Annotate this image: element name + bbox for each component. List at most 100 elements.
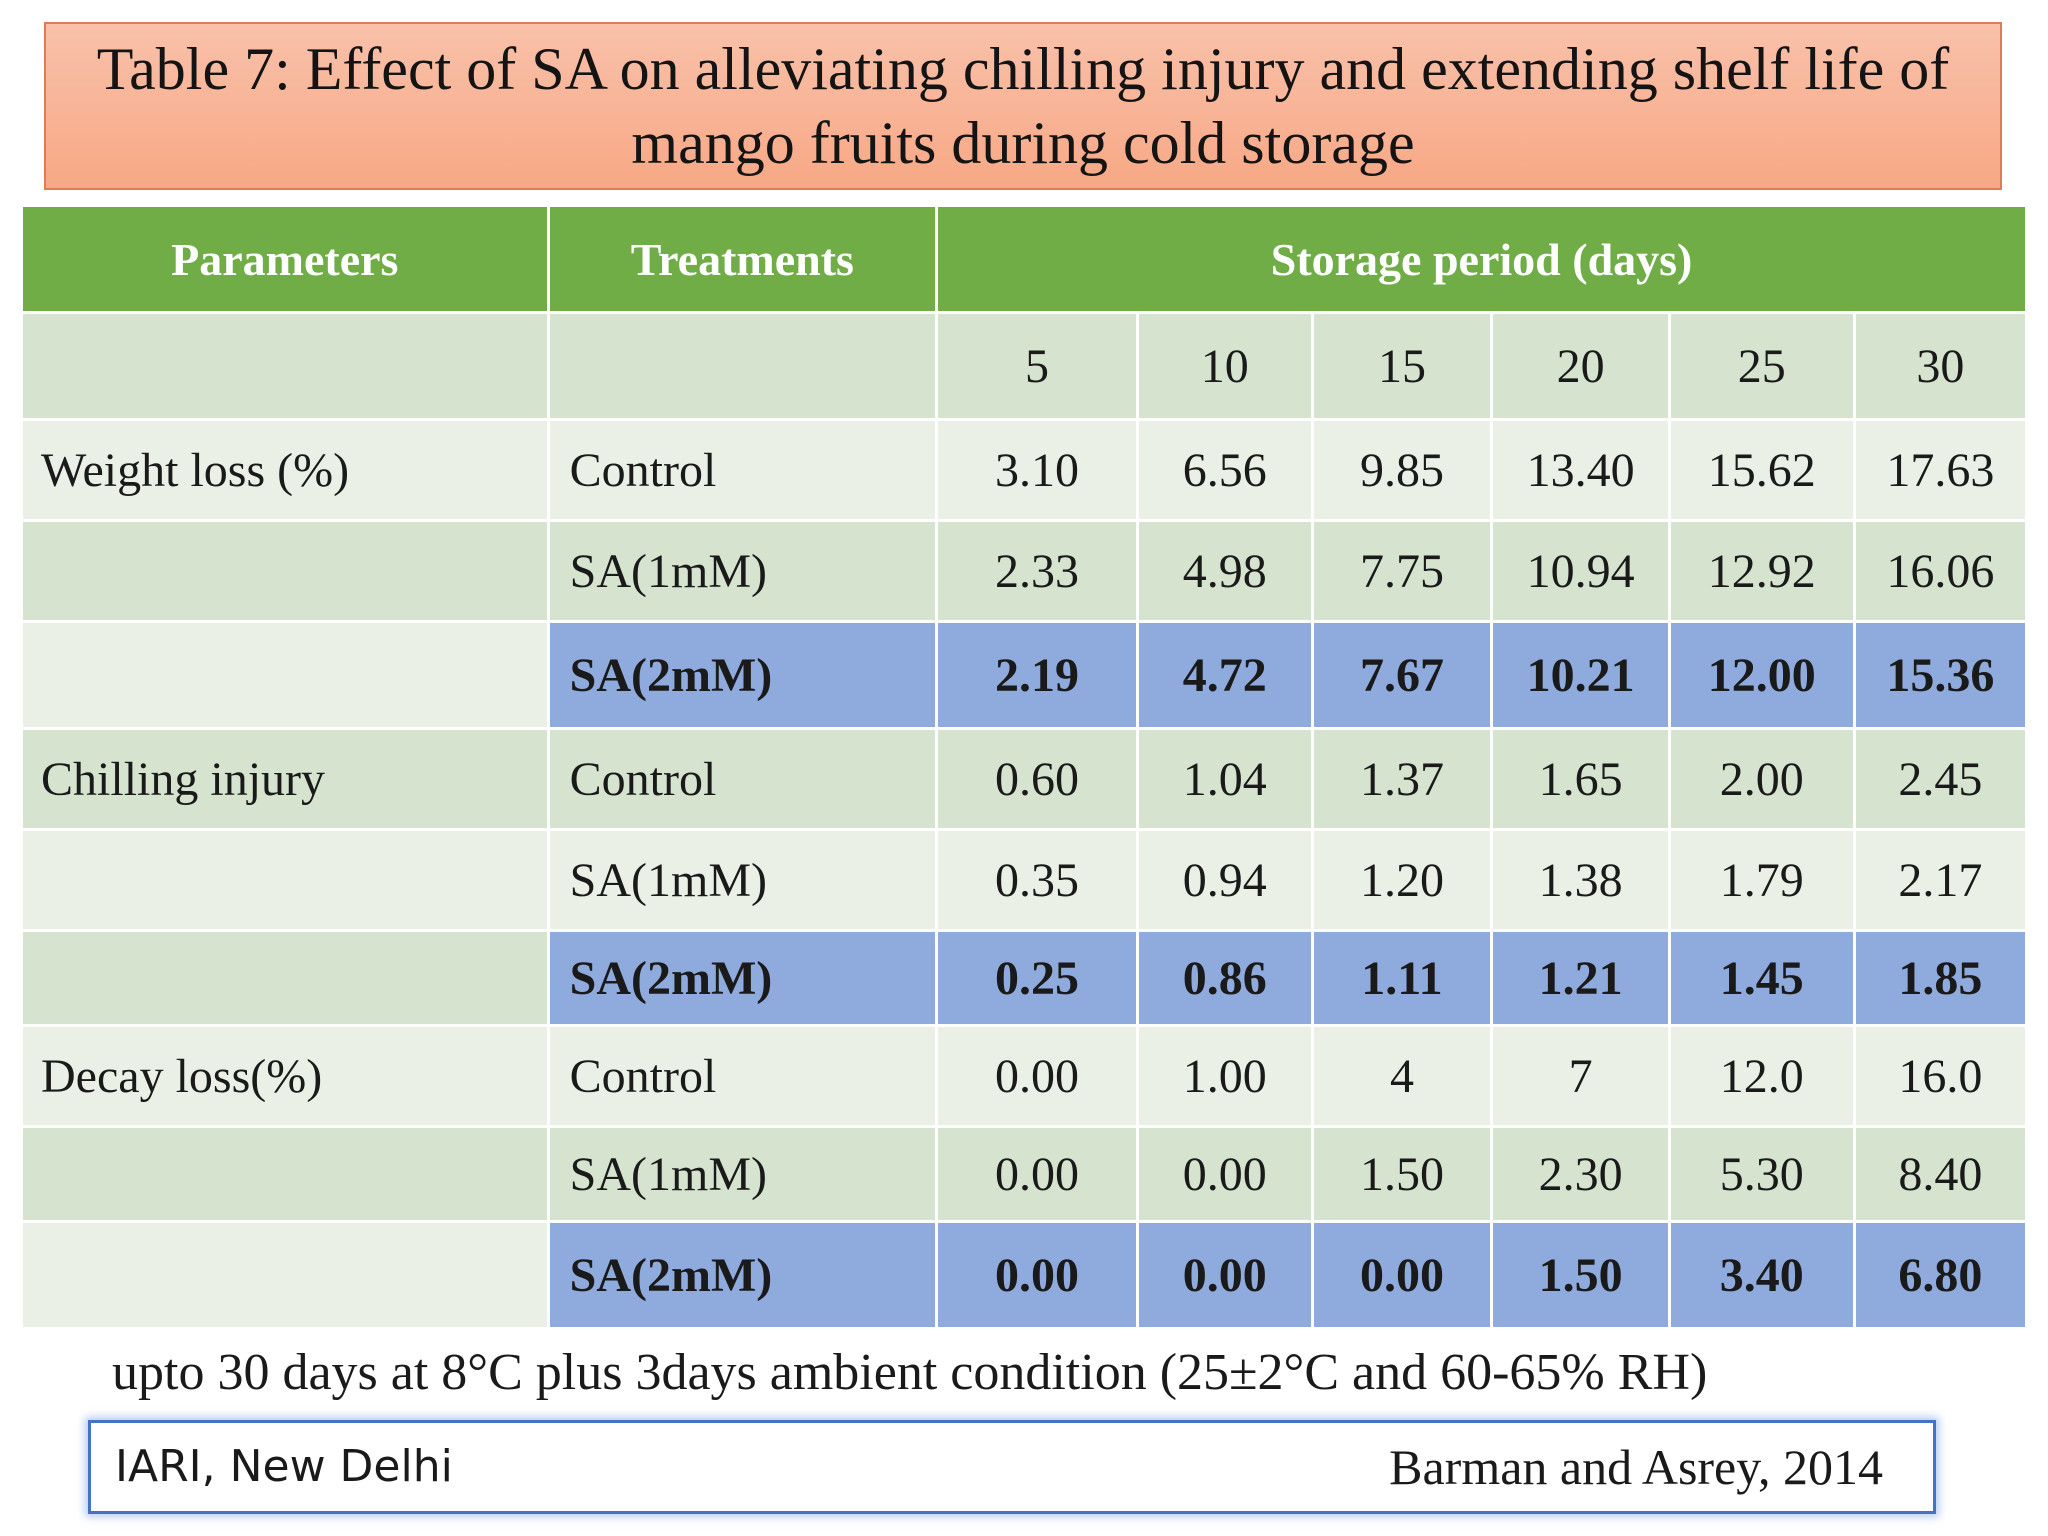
- day-label: 25: [1667, 311, 1856, 421]
- treatment-cell: SA(2mM): [546, 1220, 939, 1330]
- value-cell: 1.50: [1490, 1220, 1671, 1330]
- days-row-treat-cell: [546, 311, 939, 421]
- table-row: Weight loss (%) Control 3.10 6.56 9.85 1…: [20, 418, 2029, 522]
- value-cell: 12.0: [1667, 1024, 1856, 1128]
- value-cell: 9.85: [1310, 418, 1494, 522]
- value-cell: 1.00: [1135, 1024, 1314, 1128]
- value-cell: 0.60: [935, 727, 1139, 831]
- parameter-cell: [20, 519, 550, 623]
- value-cell: 4: [1310, 1024, 1494, 1128]
- value-cell: 2.19: [935, 620, 1139, 730]
- value-cell: 0.00: [1135, 1125, 1314, 1223]
- treatment-cell: SA(2mM): [546, 929, 939, 1027]
- value-cell: 2.45: [1852, 727, 2029, 831]
- value-cell: 8.40: [1852, 1125, 2029, 1223]
- day-label: 5: [935, 311, 1139, 421]
- parameter-cell: Chilling injury: [20, 727, 550, 831]
- value-cell: 0.25: [935, 929, 1139, 1027]
- value-cell: 15.62: [1667, 418, 1856, 522]
- value-cell: 0.00: [935, 1125, 1139, 1223]
- parameter-cell: [20, 620, 550, 730]
- table-row: Chilling injury Control 0.60 1.04 1.37 1…: [20, 727, 2029, 831]
- value-cell: 0.00: [1135, 1220, 1314, 1330]
- value-cell: 1.04: [1135, 727, 1314, 831]
- parameter-cell: [20, 1220, 550, 1330]
- value-cell: 1.21: [1490, 929, 1671, 1027]
- parameter-cell: Weight loss (%): [20, 418, 550, 522]
- footer-bar: IARI, New Delhi Barman and Asrey, 2014: [88, 1420, 1936, 1514]
- header-row: Parameters Treatments Storage period (da…: [20, 204, 2028, 314]
- day-label: 10: [1135, 311, 1314, 421]
- table-title-line-2: mango fruits during cold storage: [631, 110, 1415, 176]
- table-row-highlighted: SA(2mM) 2.19 4.72 7.67 10.21 12.00 15.36: [20, 620, 2029, 730]
- value-cell: 16.06: [1852, 519, 2029, 623]
- value-cell: 4.98: [1135, 519, 1314, 623]
- parameter-cell: Decay loss(%): [20, 1024, 550, 1128]
- parameter-cell: [20, 1125, 550, 1223]
- table-row: Decay loss(%) Control 0.00 1.00 4 7 12.0…: [20, 1024, 2029, 1128]
- parameter-cell: [20, 828, 550, 932]
- day-label: 20: [1490, 311, 1671, 421]
- value-cell: 0.00: [935, 1024, 1139, 1128]
- treatment-cell: Control: [546, 418, 939, 522]
- value-cell: 0.94: [1135, 828, 1314, 932]
- value-cell: 16.0: [1852, 1024, 2029, 1128]
- results-table: Parameters Treatments Storage period (da…: [20, 204, 2029, 1330]
- treatment-cell: SA(1mM): [546, 519, 939, 623]
- treatment-cell: Control: [546, 1024, 939, 1128]
- value-cell: 2.30: [1490, 1125, 1671, 1223]
- citation-label: Barman and Asrey, 2014: [1389, 1439, 1883, 1495]
- treatment-cell: SA(2mM): [546, 620, 939, 730]
- value-cell: 0.00: [935, 1220, 1139, 1330]
- value-cell: 1.38: [1490, 828, 1671, 932]
- value-cell: 2.00: [1667, 727, 1856, 831]
- value-cell: 3.10: [935, 418, 1139, 522]
- value-cell: 0.00: [1310, 1220, 1494, 1330]
- header-treatments: Treatments: [546, 204, 939, 314]
- value-cell: 1.65: [1490, 727, 1671, 831]
- days-row: 5 10 15 20 25 30: [20, 311, 2029, 421]
- value-cell: 7.67: [1310, 620, 1494, 730]
- value-cell: 7.75: [1310, 519, 1494, 623]
- table-title-line-1: Table 7: Effect of SA on alleviating chi…: [96, 36, 1950, 102]
- value-cell: 1.20: [1310, 828, 1494, 932]
- value-cell: 0.35: [935, 828, 1139, 932]
- treatment-cell: Control: [546, 727, 939, 831]
- value-cell: 2.33: [935, 519, 1139, 623]
- storage-conditions-footnote: upto 30 days at 8°C plus 3days ambient c…: [112, 1344, 1708, 1401]
- value-cell: 1.45: [1667, 929, 1856, 1027]
- value-cell: 10.94: [1490, 519, 1671, 623]
- value-cell: 2.17: [1852, 828, 2029, 932]
- table-row: SA(1mM) 0.00 0.00 1.50 2.30 5.30 8.40: [20, 1125, 2029, 1223]
- value-cell: 6.80: [1852, 1220, 2029, 1330]
- value-cell: 1.79: [1667, 828, 1856, 932]
- value-cell: 1.85: [1852, 929, 2029, 1027]
- value-cell: 6.56: [1135, 418, 1314, 522]
- value-cell: 1.50: [1310, 1125, 1494, 1223]
- table-row: SA(1mM) 0.35 0.94 1.20 1.38 1.79 2.17: [20, 828, 2029, 932]
- days-row-param-cell: [20, 311, 550, 421]
- value-cell: 4.72: [1135, 620, 1314, 730]
- value-cell: 5.30: [1667, 1125, 1856, 1223]
- value-cell: 1.37: [1310, 727, 1494, 831]
- value-cell: 12.00: [1667, 620, 1856, 730]
- value-cell: 15.36: [1852, 620, 2029, 730]
- value-cell: 10.21: [1490, 620, 1671, 730]
- header-storage-period: Storage period (days): [935, 204, 2028, 314]
- value-cell: 13.40: [1490, 418, 1671, 522]
- parameter-cell: [20, 929, 550, 1027]
- treatment-cell: SA(1mM): [546, 1125, 939, 1223]
- day-label: 30: [1852, 311, 2029, 421]
- table-row-highlighted: SA(2mM) 0.00 0.00 0.00 1.50 3.40 6.80: [20, 1220, 2029, 1330]
- treatment-cell: SA(1mM): [546, 828, 939, 932]
- day-label: 15: [1310, 311, 1494, 421]
- institution-label: IARI, New Delhi: [115, 1441, 453, 1492]
- header-parameters: Parameters: [20, 204, 550, 314]
- table-row-highlighted: SA(2mM) 0.25 0.86 1.11 1.21 1.45 1.85: [20, 929, 2029, 1027]
- table-title-banner: Table 7: Effect of SA on alleviating chi…: [44, 22, 2002, 190]
- value-cell: 12.92: [1667, 519, 1856, 623]
- value-cell: 1.11: [1310, 929, 1494, 1027]
- value-cell: 0.86: [1135, 929, 1314, 1027]
- value-cell: 7: [1490, 1024, 1671, 1128]
- value-cell: 17.63: [1852, 418, 2029, 522]
